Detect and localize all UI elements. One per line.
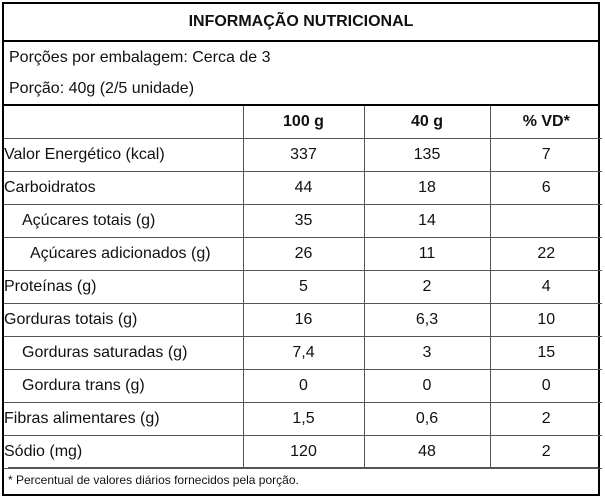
value-vd: 7: [489, 138, 602, 172]
portion-info: Porções por embalagem: Cerca de 3 Porção…: [4, 42, 598, 106]
portion-size: Porção: 40g (2/5 unidade): [9, 80, 195, 97]
table-row: Gorduras totais (g) 16 6,3 10: [4, 303, 602, 337]
value-vd: 4: [489, 270, 602, 304]
panel-title: INFORMAÇÃO NUTRICIONAL: [4, 4, 598, 42]
header-40g: 40 g: [363, 106, 491, 139]
value-vd: 10: [489, 303, 602, 337]
value-100g: 1,5: [242, 402, 365, 436]
value-40g: 14: [363, 204, 491, 238]
value-100g: 5: [242, 270, 365, 304]
value-vd: 15: [489, 336, 602, 370]
nutrient-label: Gorduras totais (g): [4, 303, 244, 337]
value-100g: 26: [242, 237, 365, 271]
value-100g: 0: [242, 369, 365, 403]
header-100g: 100 g: [242, 106, 365, 139]
value-100g: 120: [242, 435, 365, 469]
value-100g: 337: [242, 138, 365, 172]
portions-per-package: Porções por embalagem: Cerca de 3: [9, 49, 271, 66]
nutrient-label: Proteínas (g): [4, 270, 244, 304]
table-row: Fibras alimentares (g) 1,5 0,6 2: [4, 402, 602, 436]
value-40g: 18: [363, 171, 491, 205]
table-row: Açúcares totais (g) 35 14: [4, 204, 602, 238]
value-100g: 7,4: [242, 336, 365, 370]
nutrient-label: Gorduras saturadas (g): [4, 336, 244, 370]
nutrient-label: Carboidratos: [4, 171, 244, 205]
value-vd: 6: [489, 171, 602, 205]
nutrient-label: Açúcares totais (g): [4, 204, 244, 238]
table-row: Valor Energético (kcal) 337 135 7: [4, 138, 602, 172]
footnote: * Percentual de valores diários fornecid…: [8, 467, 598, 494]
table-row: Gordura trans (g) 0 0 0: [4, 369, 602, 403]
header-vd: % VD*: [489, 106, 602, 139]
table-header-row: 100 g 40 g % VD*: [4, 106, 602, 139]
value-vd: 2: [489, 402, 602, 436]
nutrition-table: 100 g 40 g % VD* Valor Energético (kcal)…: [4, 106, 602, 469]
value-40g: 2: [363, 270, 491, 304]
table-row: Açúcares adicionados (g) 26 11 22: [4, 237, 602, 271]
nutrient-label: Gordura trans (g): [4, 369, 244, 403]
value-40g: 3: [363, 336, 491, 370]
value-vd: 2: [489, 435, 602, 469]
value-40g: 11: [363, 237, 491, 271]
table-row: Proteínas (g) 5 2 4: [4, 270, 602, 304]
nutrition-facts-panel: INFORMAÇÃO NUTRICIONAL Porções por embal…: [2, 2, 602, 496]
value-40g: 0,6: [363, 402, 491, 436]
value-40g: 0: [363, 369, 491, 403]
table-row: Carboidratos 44 18 6: [4, 171, 602, 205]
nutrient-label: Sódio (mg): [4, 435, 244, 469]
value-vd: 0: [489, 369, 602, 403]
nutrient-label: Fibras alimentares (g): [4, 402, 244, 436]
header-nutrient: [4, 106, 244, 139]
value-100g: 35: [242, 204, 365, 238]
value-vd: 22: [489, 237, 602, 271]
value-100g: 16: [242, 303, 365, 337]
value-40g: 135: [363, 138, 491, 172]
table-row: Sódio (mg) 120 48 2: [4, 435, 602, 469]
value-40g: 48: [363, 435, 491, 469]
nutrient-label: Valor Energético (kcal): [4, 138, 244, 172]
value-vd: [489, 204, 602, 238]
value-100g: 44: [242, 171, 365, 205]
table-row: Gorduras saturadas (g) 7,4 3 15: [4, 336, 602, 370]
nutrient-label: Açúcares adicionados (g): [4, 237, 244, 271]
value-40g: 6,3: [363, 303, 491, 337]
